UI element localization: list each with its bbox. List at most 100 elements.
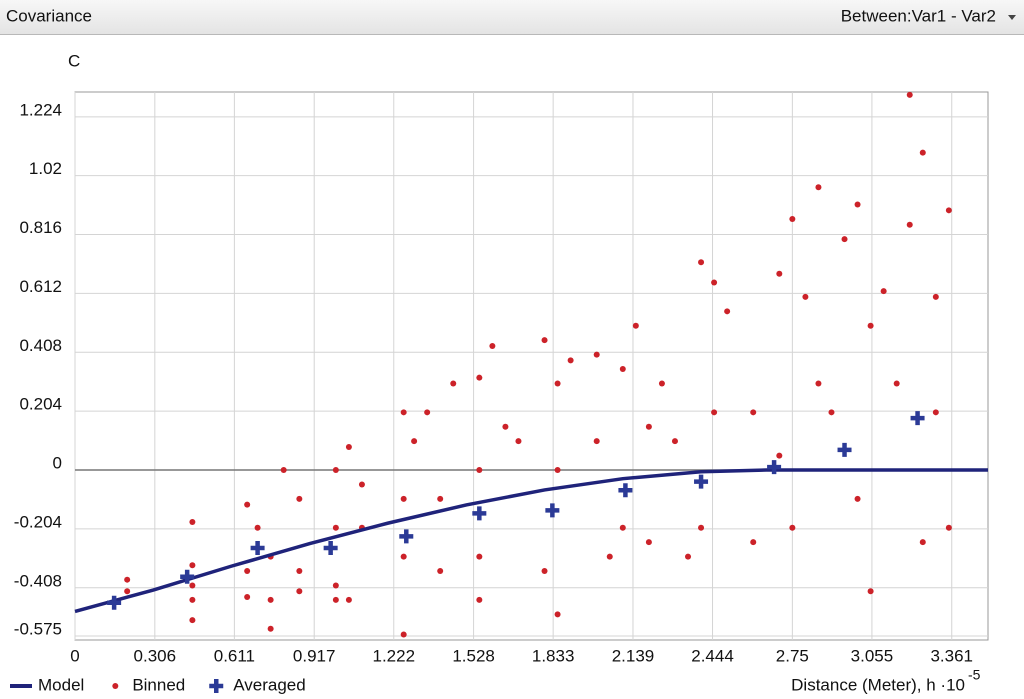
legend-item: Binned xyxy=(112,675,185,694)
binned-point xyxy=(619,524,626,531)
x-axis-label: Distance (Meter), h ·10 xyxy=(791,675,965,694)
binned-point xyxy=(802,293,809,300)
binned-point xyxy=(296,588,303,595)
averaged-marker xyxy=(180,569,195,584)
binned-point xyxy=(750,539,757,546)
binned-point xyxy=(424,409,431,416)
y-tick-label: 0.612 xyxy=(19,277,62,296)
binned-point xyxy=(554,611,561,618)
binned-point xyxy=(724,308,731,315)
x-tick-label: 2.75 xyxy=(776,646,809,665)
y-tick-label: 1.224 xyxy=(19,100,62,119)
x-tick-label: 0 xyxy=(70,646,79,665)
binned-point xyxy=(906,221,913,228)
binned-point xyxy=(332,467,339,474)
plot-area xyxy=(74,91,989,641)
binned-point xyxy=(400,631,407,638)
binned-point xyxy=(932,409,939,416)
binned-point xyxy=(776,452,783,459)
x-tick-label: 3.055 xyxy=(851,646,894,665)
x-tick-label: 3.361 xyxy=(930,646,973,665)
binned-point xyxy=(189,596,196,603)
x-axis-exponent: -5 xyxy=(968,667,981,683)
legend-swatch xyxy=(112,683,119,689)
binned-point xyxy=(124,576,131,583)
averaged-marker xyxy=(767,460,782,475)
binned-point xyxy=(515,438,522,445)
binned-point xyxy=(671,438,678,445)
x-tick-label: 0.611 xyxy=(214,646,255,665)
binned-point xyxy=(776,270,783,277)
binned-point xyxy=(437,568,444,575)
binned-point xyxy=(619,366,626,373)
averaged-marker xyxy=(472,506,487,521)
x-tick-label: 1.528 xyxy=(452,646,495,665)
binned-point xyxy=(296,495,303,502)
binned-point xyxy=(476,374,483,381)
binned-point xyxy=(606,553,613,560)
binned-point xyxy=(685,553,692,560)
binned-point xyxy=(750,409,757,416)
averaged-marker xyxy=(399,529,414,544)
binned-point xyxy=(332,524,339,531)
binned-point xyxy=(189,617,196,624)
binned-point xyxy=(867,588,874,595)
binned-point xyxy=(189,562,196,569)
binned-point xyxy=(645,539,652,546)
binned-point xyxy=(332,582,339,589)
binned-point xyxy=(450,380,457,387)
binned-point xyxy=(828,409,835,416)
binned-point xyxy=(789,524,796,531)
binned-point xyxy=(554,380,561,387)
binned-point xyxy=(632,322,639,329)
binned-point xyxy=(815,184,822,191)
legend-label: Binned xyxy=(132,675,185,694)
header-title: Covariance xyxy=(6,6,92,25)
binned-point xyxy=(698,259,705,266)
binned-point xyxy=(296,568,303,575)
binned-point xyxy=(345,596,352,603)
binned-point xyxy=(906,91,913,98)
binned-point xyxy=(189,518,196,525)
binned-point xyxy=(541,337,548,344)
legend-label: Averaged xyxy=(233,675,305,694)
binned-point xyxy=(244,568,251,575)
binned-point xyxy=(945,207,952,214)
averaged-marker xyxy=(837,442,852,457)
x-tick-label: 0.306 xyxy=(134,646,177,665)
binned-point xyxy=(400,409,407,416)
legend-label: Model xyxy=(38,675,84,694)
binned-point xyxy=(854,201,861,208)
binned-point xyxy=(919,149,926,156)
y-tick-label: -0.204 xyxy=(14,512,62,531)
binned-point xyxy=(593,351,600,358)
x-tick-label: 1.222 xyxy=(372,646,415,665)
averaged-marker xyxy=(694,474,709,489)
header-bar xyxy=(0,0,1024,34)
binned-point xyxy=(789,215,796,222)
y-tick-label: 0.204 xyxy=(19,395,62,414)
dropdown-arrow[interactable] xyxy=(1008,15,1016,20)
y-tick-label: 0.408 xyxy=(19,336,62,355)
y-tick-label: 0 xyxy=(53,454,62,473)
binned-point xyxy=(698,524,705,531)
binned-point xyxy=(254,524,261,531)
binned-point xyxy=(244,501,251,508)
binned-point xyxy=(332,596,339,603)
binned-point xyxy=(945,524,952,531)
binned-point xyxy=(411,438,418,445)
binned-point xyxy=(400,495,407,502)
binned-point xyxy=(711,409,718,416)
binned-point xyxy=(567,357,574,364)
binned-point xyxy=(280,467,287,474)
binned-point xyxy=(502,423,509,430)
binned-point xyxy=(880,288,887,295)
y-axis-label: C xyxy=(68,51,80,70)
binned-point xyxy=(437,495,444,502)
binned-point xyxy=(932,293,939,300)
legend-item: Model xyxy=(10,675,84,694)
binned-point xyxy=(645,423,652,430)
variable-selector[interactable]: Between:Var1 - Var2 xyxy=(841,6,996,25)
